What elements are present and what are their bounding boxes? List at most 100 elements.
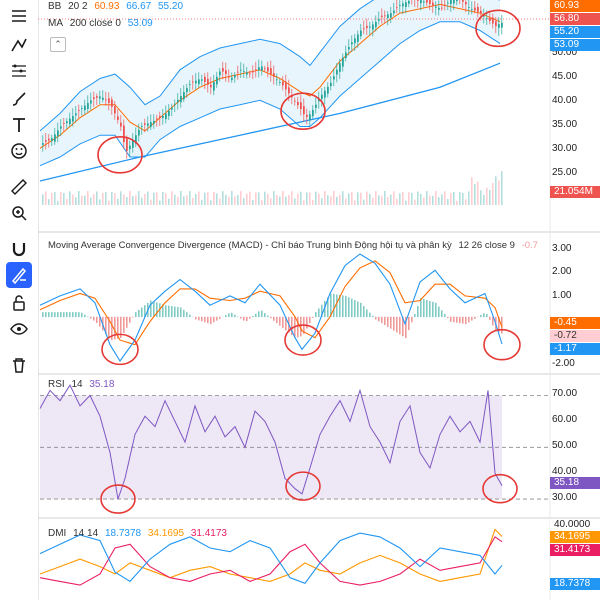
bb-legend-basis: 60.93 [94, 1, 119, 12]
macd-hist-bar [318, 308, 320, 317]
candle-body [159, 116, 161, 118]
macd-hist-bar [336, 294, 338, 317]
brush-tool[interactable] [6, 86, 32, 112]
candle-body [363, 28, 365, 29]
trash-tool[interactable] [6, 352, 32, 378]
rsi-value-badge: 35.18 [550, 477, 600, 489]
volume-bar [87, 191, 89, 205]
macd-hist-bar [432, 302, 434, 317]
candle-body [486, 18, 488, 19]
volume-bar [333, 191, 335, 205]
ma-legend[interactable]: MA 200 close 0 53.09 [48, 18, 157, 29]
volume-bar [327, 195, 329, 205]
candle-body [162, 116, 164, 118]
candle-body [501, 23, 503, 28]
volume-bar [426, 191, 428, 205]
macd-hist-bar [219, 317, 221, 319]
volume-bar [42, 194, 44, 205]
volume-bar [123, 195, 125, 205]
bb-legend[interactable]: BB 20 2 60.93 66.67 55.20 [48, 1, 187, 12]
volume-bar [96, 191, 98, 205]
trend-tool[interactable] [6, 32, 32, 58]
fib-tool[interactable] [6, 58, 32, 84]
macd-hist-bar [93, 317, 95, 321]
volume-bar [168, 199, 170, 205]
volume-bar [405, 201, 407, 205]
collapse-legend-button[interactable]: ⌃ [50, 37, 66, 52]
volume-bar [105, 192, 107, 205]
volume-bar [477, 182, 479, 205]
volume-bar [285, 197, 287, 205]
macd-hist-bar [123, 317, 125, 333]
rsi-legend[interactable]: RSI 14 35.18 [48, 379, 118, 390]
volume-bar [57, 201, 59, 205]
candle-body [492, 18, 494, 24]
candle-body [285, 82, 287, 89]
ruler-tool[interactable] [6, 174, 32, 200]
unlock-tool[interactable] [6, 290, 32, 316]
volume-bar [279, 197, 281, 205]
volume-bar [72, 194, 74, 205]
volume-bar [330, 196, 332, 205]
candle-body [279, 82, 281, 83]
candle-body [168, 111, 170, 116]
volume-bar [375, 191, 377, 205]
rsi-tick: 30.00 [552, 492, 577, 503]
volume-bar [345, 199, 347, 205]
candle-body [177, 100, 179, 102]
volume-bar [399, 193, 401, 205]
macd-hist-bar [429, 301, 431, 317]
volume-bar [492, 183, 494, 205]
candle-body [456, 0, 458, 1]
volume-bar [387, 197, 389, 205]
macd-hist-bar [345, 296, 347, 317]
macd-hist-bar [426, 300, 428, 317]
text-tool[interactable] [6, 112, 32, 138]
magnet-tool[interactable] [6, 236, 32, 262]
candle-body [306, 115, 308, 117]
macd-hist-bar [276, 317, 278, 323]
candle-body [240, 70, 242, 71]
candle-body [171, 108, 173, 110]
candle-body [105, 100, 107, 101]
bb-legend-name: BB [48, 1, 61, 12]
macd-hist-bar [393, 317, 395, 331]
macd-hist-bar [441, 310, 443, 317]
candle-body [264, 68, 266, 69]
chart-canvas[interactable] [38, 0, 600, 600]
volume-bar [465, 199, 467, 205]
volume-bar [141, 198, 143, 205]
macd-tick: 2.00 [552, 266, 571, 277]
candle-body [81, 108, 83, 109]
macd-legend[interactable]: Moving Average Convergence Divergence (M… [48, 240, 542, 251]
candle-body [369, 27, 371, 28]
macd-hist-bar [471, 317, 473, 321]
price-tick: 30.00 [552, 143, 577, 154]
macd-hist-bar [246, 317, 248, 321]
price-tick: 35.00 [552, 119, 577, 130]
macd-hist-bar [42, 312, 44, 317]
lines-tool[interactable] [6, 3, 32, 29]
volume-bar [270, 198, 272, 205]
chart-area[interactable] [38, 0, 600, 600]
volume-bar [360, 193, 362, 205]
candle-body [375, 22, 377, 27]
macd-tick: 3.00 [552, 243, 571, 254]
macd-hist-bar [399, 317, 401, 335]
zoom-tool[interactable] [6, 200, 32, 226]
volume-bar [351, 192, 353, 205]
last-price-badge: 56.80 [550, 13, 600, 25]
emoji-tool[interactable] [6, 138, 32, 164]
lock-drawing-tool[interactable] [6, 262, 32, 288]
volume-bar [414, 200, 416, 205]
macd-hist-bar [447, 317, 449, 318]
volume-bar [213, 192, 215, 205]
dmi-legend[interactable]: DMI 14 14 18.7378 34.1695 31.4173 [48, 528, 231, 539]
volume-bar [486, 188, 488, 205]
minus-di-badge: 31.4173 [550, 544, 600, 556]
volume-bar [447, 199, 449, 205]
candle-body [174, 104, 176, 105]
eye-tool[interactable] [6, 316, 32, 342]
volume-bar [219, 198, 221, 205]
bb-basis-badge: 60.93 [550, 0, 600, 12]
